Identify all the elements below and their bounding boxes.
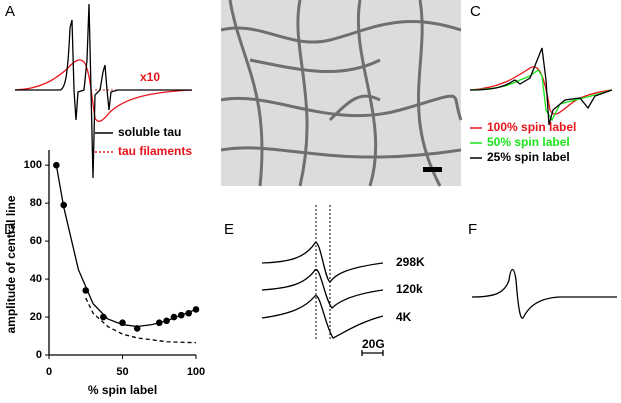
spectrum-filaments	[14, 59, 193, 123]
panel-letter: E	[224, 221, 234, 238]
data-point	[119, 319, 126, 327]
fit-line	[85, 297, 197, 344]
panel-letter: F	[468, 221, 477, 238]
y-tick-label: 80	[30, 197, 42, 209]
y-tick-label: 40	[30, 273, 42, 285]
data-point	[170, 313, 178, 321]
legend-label: 25% spin label	[487, 150, 570, 164]
spectrum	[261, 295, 384, 339]
spectrum	[469, 66, 613, 115]
spectrum	[469, 47, 613, 126]
y-tick-label: 0	[36, 349, 42, 361]
y-axis-label: amplitude of central line	[4, 195, 18, 333]
panel-c: 100% spin label 50% spin label 25% spin …	[469, 47, 613, 164]
temperature-label: 120k	[396, 282, 423, 296]
panel-a: x10 soluble tau tau filaments	[14, 3, 193, 179]
legend-label: 50% spin label	[487, 135, 570, 149]
x-tick-label: 50	[116, 366, 128, 378]
legend-label: tau filaments	[118, 144, 192, 158]
spectrum	[261, 269, 384, 309]
panel-letter: D	[4, 221, 15, 238]
temperature-label: 4K	[396, 310, 412, 324]
data-point	[185, 309, 192, 317]
spectrum	[471, 268, 617, 319]
legend-label: soluble tau	[118, 125, 181, 139]
scale-bar-label: 20G	[362, 337, 385, 351]
data-point	[53, 161, 60, 169]
x-axis-label: % spin label	[88, 383, 157, 397]
data-point	[82, 287, 90, 294]
data-point	[100, 313, 107, 321]
data-point	[133, 325, 141, 332]
x-tick-label: 100	[187, 366, 205, 378]
fit-line	[55, 165, 197, 328]
scale-note: x10	[140, 70, 160, 84]
y-tick-label: 100	[24, 159, 42, 171]
data-point	[192, 306, 200, 313]
panel-e: 298K 120k 4K 20G	[261, 205, 425, 356]
temperature-label: 298K	[396, 255, 425, 269]
chart-d: 0 20 40 60 80 100 0 50 100 % spin label amplitude …	[4, 150, 205, 397]
data-point	[163, 317, 170, 325]
scale-bar	[423, 167, 442, 172]
legend-label: 100% spin label	[487, 120, 576, 134]
data-point	[178, 311, 185, 319]
panel-letter: C	[470, 3, 481, 20]
y-tick-label: 60	[30, 235, 42, 247]
filaments	[220, 0, 463, 187]
panel-letter: A	[5, 3, 15, 20]
scale-bar	[361, 350, 384, 356]
y-tick-label: 20	[30, 311, 42, 323]
spectrum	[261, 242, 384, 283]
spectrum-soluble	[15, 3, 192, 179]
micrograph	[220, 0, 463, 187]
x-tick-label: 0	[46, 366, 52, 378]
data-point	[155, 319, 163, 327]
data-point	[60, 201, 67, 209]
